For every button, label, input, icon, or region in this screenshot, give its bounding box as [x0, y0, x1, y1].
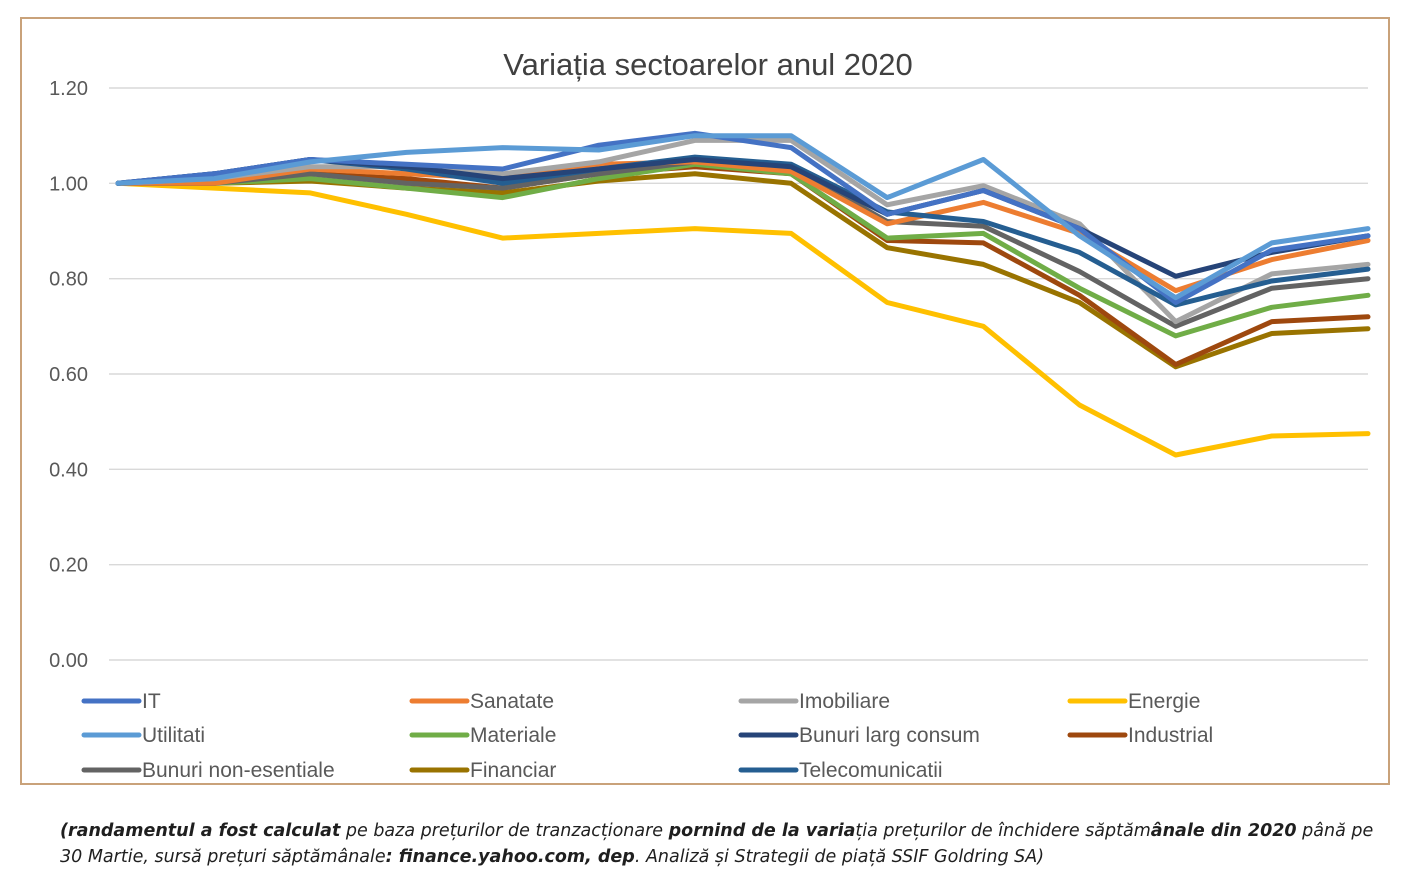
y-tick-label: 1.20	[49, 78, 88, 100]
caption-part: ânale din 2020	[1150, 821, 1297, 841]
series-line-materiale	[115, 161, 1371, 339]
legend: IT Sanatate Imobiliare Energie Utilitati Mate…	[81, 690, 1213, 782]
y-tick-label: 0.60	[49, 364, 88, 386]
series-line-financiar	[115, 171, 1371, 370]
y-tick-label: 1.00	[49, 173, 88, 195]
legend-label-industrial: Industrial	[1128, 724, 1213, 747]
y-tick-label: 0.80	[49, 269, 88, 291]
legend-label-bunuri-non-esentiale: Bunuri non-esentiale	[142, 759, 335, 782]
legend-label-telecomunicatii: Telecomunicatii	[799, 759, 943, 782]
caption-part: (randamentul a fost calculat	[60, 821, 341, 841]
chart-frame: Variația sectoarelor anul 2020 0.00 0.20 0…	[20, 17, 1390, 785]
y-tick-label: 0.20	[49, 555, 88, 577]
legend-label-utilitati: Utilitati	[142, 724, 205, 747]
series-line-energie	[115, 180, 1371, 458]
legend-label-energie: Energie	[1128, 690, 1200, 713]
chart-title: Variația sectoarelor anul 2020	[503, 47, 913, 82]
legend-label-materiale: Materiale	[470, 724, 556, 747]
y-tick-label: 0.00	[49, 650, 88, 672]
caption-part: până pe 30 Martie, sursă prețuri săptămâ…	[60, 821, 1374, 867]
legend-label-it: IT	[142, 690, 161, 713]
y-axis-tick-labels: 0.00 0.20 0.40 0.60 0.80 1.00 1.20	[49, 78, 88, 672]
legend-label-imobiliare: Imobiliare	[799, 690, 890, 713]
legend-label-financiar: Financiar	[470, 759, 556, 782]
caption-part: pornind de la varia	[668, 821, 856, 841]
caption-part: : finance.yahoo.com, dep	[385, 847, 635, 867]
series-line-sanatate	[115, 159, 1371, 294]
caption-part: pe baza prețurilor de tranzacționare	[340, 821, 669, 841]
caption-part: . Analiză și Strategii de piață SSIF Gol…	[634, 847, 1045, 867]
series-line-utilitati	[115, 133, 1371, 301]
series-lines	[115, 130, 1371, 458]
caption-part: ția prețurilor de închidere săptăm	[855, 821, 1151, 841]
legend-label-sanatate: Sanatate	[470, 690, 554, 713]
legend-label-bunuri-larg-consum: Bunuri larg consum	[799, 724, 980, 747]
y-tick-label: 0.40	[49, 459, 88, 481]
line-chart: Variația sectoarelor anul 2020 0.000.200…	[49, 47, 1371, 782]
source-caption: (randamentul a fost calculat pe baza pre…	[60, 818, 1380, 870]
